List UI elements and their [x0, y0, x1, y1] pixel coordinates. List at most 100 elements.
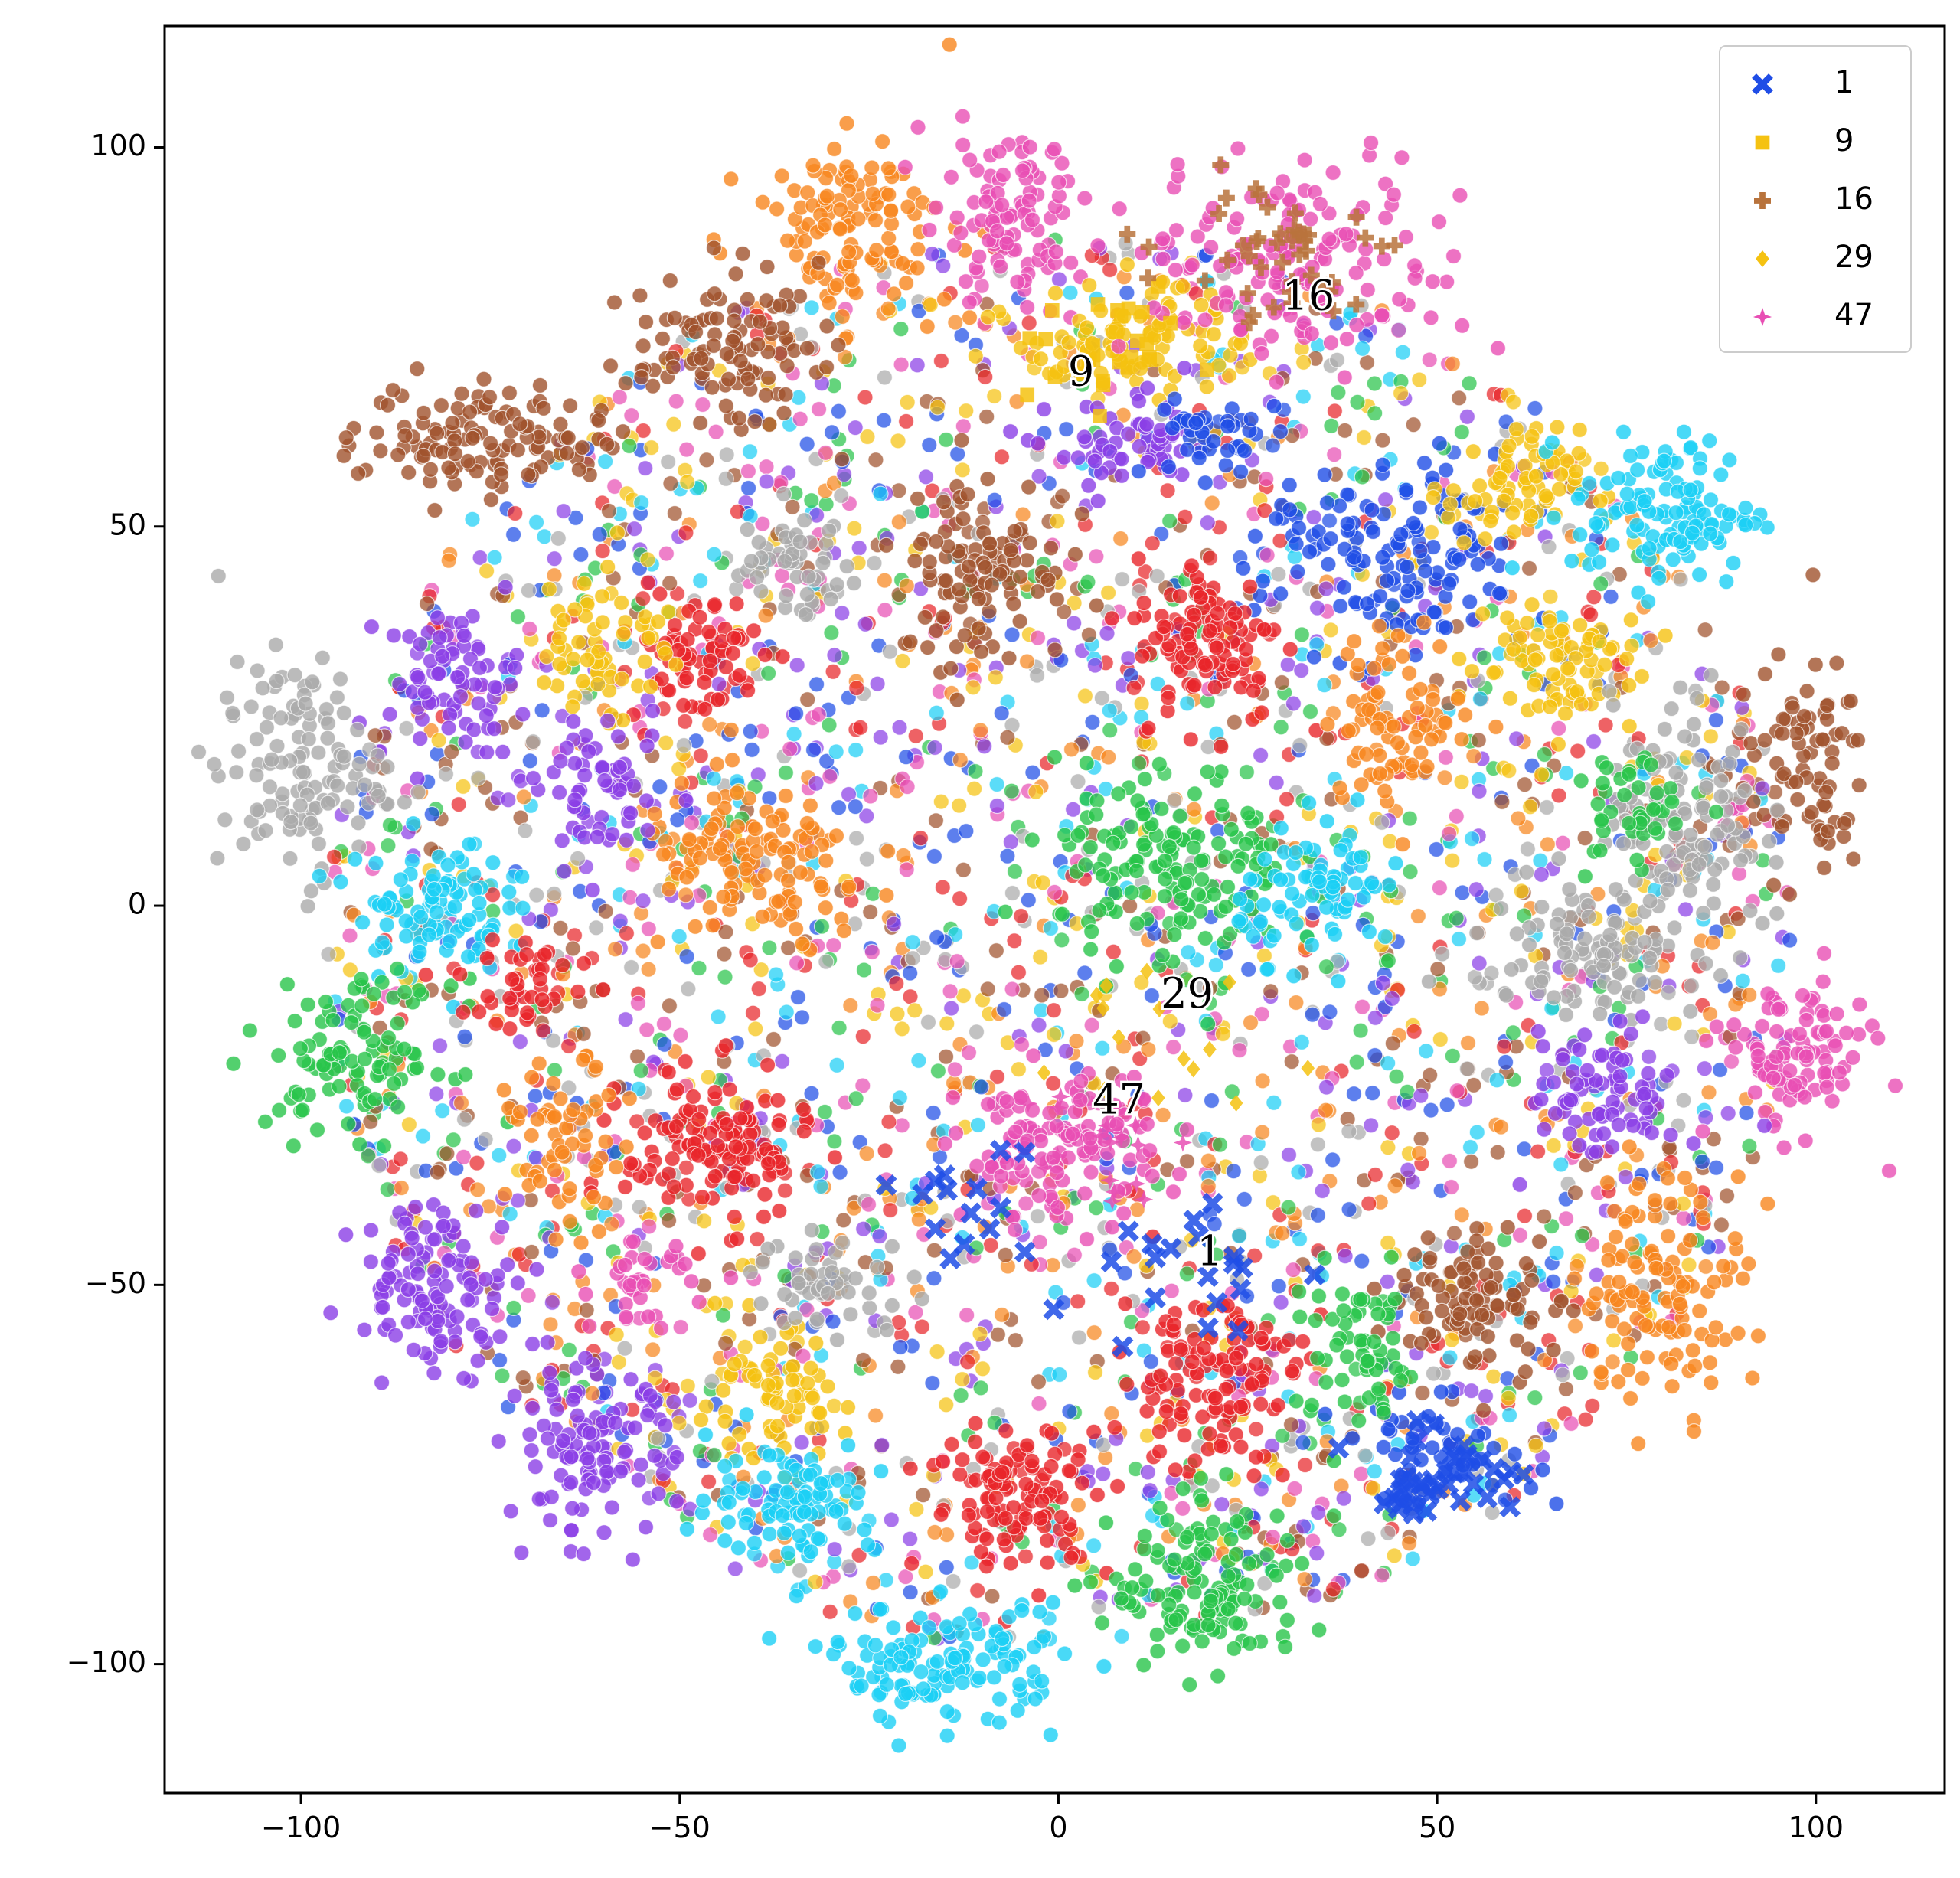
scatter-point [675, 697, 692, 714]
scatter-point [840, 1558, 858, 1575]
scatter-point [851, 540, 867, 557]
scatter-point [1510, 810, 1527, 827]
scatter-point [1495, 492, 1512, 509]
scatter-point [1405, 514, 1422, 532]
scatter-point [860, 1196, 877, 1213]
scatter-point [1453, 1207, 1470, 1223]
scatter-point [1508, 420, 1525, 438]
scatter-point [1354, 469, 1370, 485]
scatter-point [268, 672, 285, 690]
scatter-point [823, 624, 840, 642]
scatter-point [1389, 734, 1406, 751]
scatter-point [1688, 690, 1705, 707]
scatter-point [742, 952, 759, 968]
scatter-point [446, 446, 464, 462]
scatter-point [655, 1015, 673, 1033]
scatter-point [1636, 492, 1653, 510]
scatter-point [1377, 210, 1394, 227]
scatter-point [959, 1354, 976, 1370]
scatter-point [1442, 1178, 1460, 1196]
scatter-point [893, 356, 910, 373]
scatter-point [1183, 557, 1200, 574]
scatter-point [823, 424, 841, 441]
scatter-point [1336, 422, 1354, 439]
scatter-point [396, 794, 413, 811]
scatter-point [1601, 683, 1618, 700]
scatter-point [1168, 222, 1185, 239]
scatter-point [1491, 585, 1508, 602]
scatter-point [846, 520, 863, 537]
scatter-point [1497, 1053, 1514, 1071]
scatter-point [1264, 1529, 1282, 1546]
scatter-point [1193, 296, 1210, 313]
scatter-point [392, 1151, 409, 1168]
scatter-point [419, 595, 436, 612]
scatter-point [1818, 697, 1836, 714]
scatter-point [1149, 675, 1166, 692]
scatter-point [1076, 965, 1093, 981]
scatter-point [1468, 1124, 1485, 1141]
scatter-point [1428, 841, 1445, 858]
scatter-point [1362, 134, 1380, 152]
scatter-point [1453, 773, 1470, 790]
scatter-point [1337, 1248, 1354, 1265]
scatter-point [338, 1098, 355, 1115]
scatter-point [1237, 641, 1255, 658]
scatter-point [400, 464, 417, 481]
scatter-point [1720, 506, 1738, 523]
scatter-point [596, 453, 614, 470]
scatter-point [1761, 833, 1778, 850]
scatter-point [949, 691, 965, 708]
scatter-point [852, 719, 869, 736]
scatter-point [1321, 230, 1338, 247]
scatter-point [584, 1385, 601, 1402]
scatter-point [808, 775, 825, 792]
scatter-point [1393, 149, 1410, 166]
scatter-point [1318, 959, 1335, 975]
scatter-point [1085, 1537, 1102, 1554]
scatter-point [1681, 1256, 1697, 1273]
scatter-point [434, 1102, 451, 1119]
scatter-point [635, 422, 652, 439]
scatter-point [949, 952, 965, 970]
scatter-point [757, 607, 774, 624]
scatter-point [1200, 1152, 1217, 1169]
scatter-point [224, 704, 241, 722]
scatter-point [1541, 698, 1558, 715]
scatter-point [1411, 371, 1428, 388]
scatter-point [1592, 575, 1609, 593]
scatter-point [799, 691, 816, 708]
scatter-point [979, 471, 996, 488]
scatter-point [857, 389, 874, 406]
scatter-point [935, 257, 952, 274]
scatter-point [1318, 1079, 1335, 1096]
scatter-point [1619, 650, 1635, 668]
scatter-point [1676, 728, 1694, 745]
scatter-point [1583, 541, 1600, 558]
scatter-point [883, 243, 900, 260]
scatter-point [1208, 639, 1225, 656]
scatter-point [351, 756, 368, 772]
scatter-point [469, 1181, 486, 1198]
scatter-point [1723, 1053, 1740, 1070]
scatter-point [1090, 1599, 1107, 1615]
scatter-point [505, 526, 522, 543]
scatter-point [864, 885, 881, 903]
scatter-point [928, 533, 945, 550]
scatter-point [962, 152, 978, 168]
scatter-point [1295, 388, 1312, 405]
scatter-point [1560, 660, 1576, 677]
scatter-point [546, 885, 563, 903]
scatter-point [339, 799, 356, 815]
scatter-point [890, 482, 907, 499]
scatter-point [1621, 717, 1638, 735]
scatter-point [1818, 784, 1834, 801]
scatter-point [1454, 317, 1471, 334]
scatter-point [1690, 752, 1707, 769]
scatter-point [314, 649, 331, 666]
scatter-point [524, 733, 542, 750]
scatter-point [949, 446, 966, 462]
scatter-point [1355, 429, 1373, 446]
scatter-point [1615, 423, 1632, 440]
